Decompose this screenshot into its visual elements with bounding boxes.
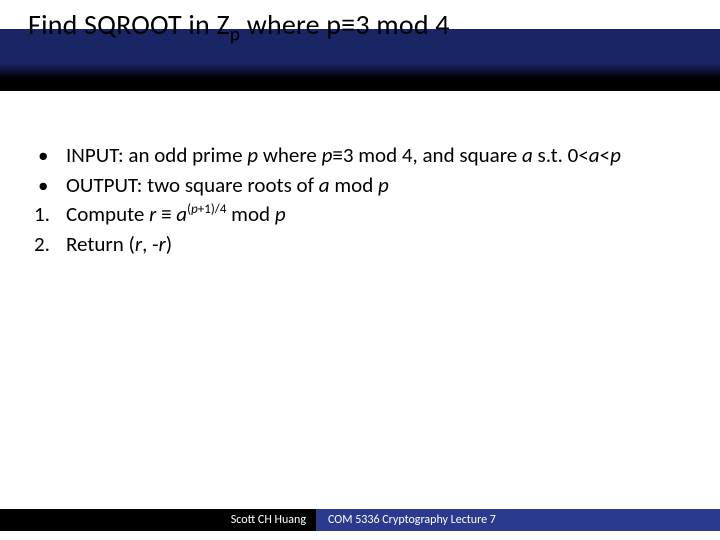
body-line: 2.Return (r, -r) — [32, 231, 672, 259]
title-subscript: p — [230, 23, 241, 47]
footer: Scott CH Huang COM 5336 Cryptography Lec… — [0, 509, 720, 531]
line-text: Return (r, -r) — [66, 231, 672, 259]
line-text: Compute r ≡ a(p+1)/4 mod p — [66, 201, 672, 229]
footer-course: COM 5336 Cryptography Lecture 7 — [316, 509, 720, 531]
line-text: INPUT: an odd prime p where p≡3 mod 4, a… — [66, 142, 672, 170]
title-suffix: where p≡3 mod 4 — [240, 7, 449, 42]
slide-title: Find SQROOT in Zp where p≡3 mod 4 — [28, 7, 450, 42]
title-prefix: Find SQROOT in Z — [28, 7, 230, 42]
line-marker: 1. — [32, 201, 66, 229]
slide: { "title": { "prefix": "Find SQROOT in Z… — [0, 0, 720, 540]
line-text: OUTPUT: two square roots of a mod p — [66, 172, 672, 200]
line-marker: • — [32, 172, 66, 200]
body-line: •INPUT: an odd prime p where p≡3 mod 4, … — [32, 142, 672, 170]
line-marker: 2. — [32, 231, 66, 259]
footer-author: Scott CH Huang — [0, 509, 316, 531]
slide-body: •INPUT: an odd prime p where p≡3 mod 4, … — [32, 142, 672, 261]
line-marker: • — [32, 142, 66, 170]
body-line: •OUTPUT: two square roots of a mod p — [32, 172, 672, 200]
body-line: 1.Compute r ≡ a(p+1)/4 mod p — [32, 201, 672, 229]
